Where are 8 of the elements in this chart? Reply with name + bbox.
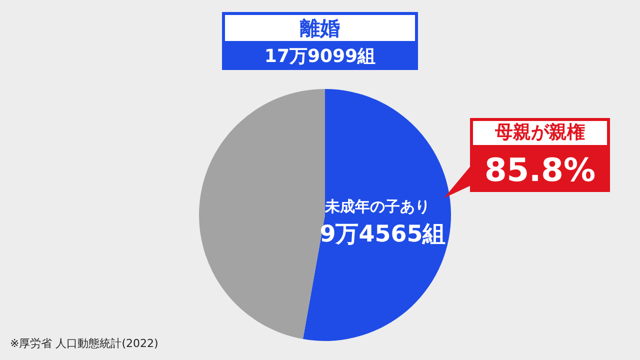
pie-slice (302, 89, 451, 341)
text: 85.8% (470, 148, 610, 192)
chart-subtitle: 17万9099組 (222, 44, 418, 70)
chart-title: 離婚 (222, 12, 418, 44)
text: 9万4565組 (320, 222, 446, 248)
slice-label: 未成年の子あり (324, 198, 430, 216)
text: 母親が親権 (470, 118, 610, 148)
text: ※厚労省 人口動態統計(2022) (10, 336, 158, 351)
